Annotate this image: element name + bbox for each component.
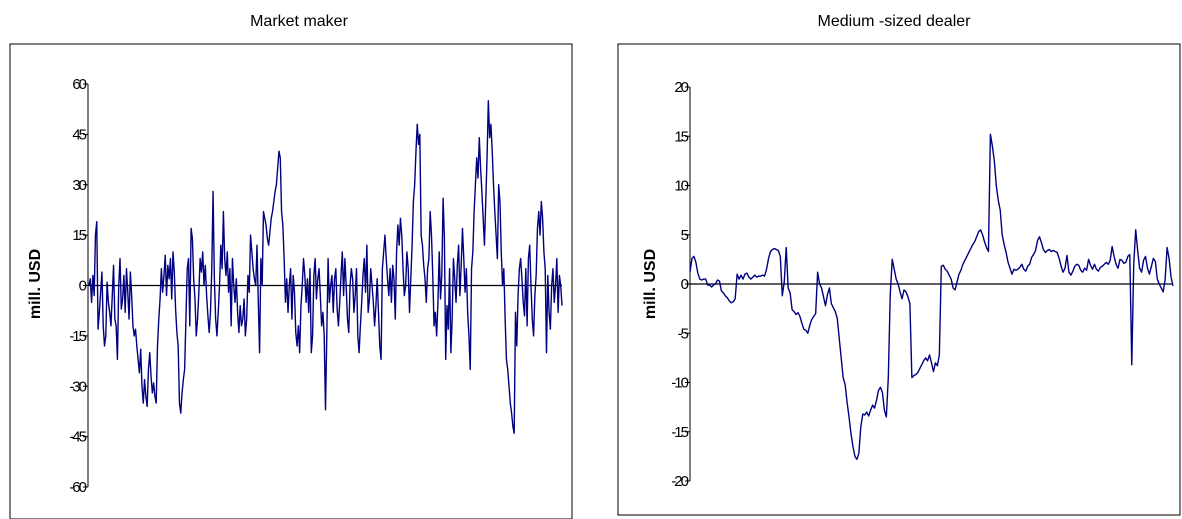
y-tick-label: 15 [674, 128, 688, 145]
y-tick-label: 0 [79, 278, 87, 295]
y-tick-label: -10 [671, 375, 688, 392]
chart-market-maker: Market maker mill. USD 60 45 30 15 0 -15 -30 -4… [9, 13, 573, 519]
y-tick-label: -20 [671, 473, 688, 490]
y-tick-label: -60 [69, 479, 86, 496]
y-tick-label: 20 [674, 79, 688, 96]
series-line [689, 133, 1174, 461]
y-axis-label: mill. USD [642, 249, 659, 319]
y-tick-label: 5 [681, 227, 689, 244]
chart-medium-sized-dealer: Medium -sized dealer mill. USD 20 15 10 5 0 -… [617, 13, 1181, 516]
y-tick-label: 0 [681, 276, 689, 293]
chart-frame [9, 43, 573, 519]
y-tick-label: -30 [69, 378, 86, 395]
y-tick-label: 10 [674, 178, 688, 195]
series-group [689, 133, 1174, 461]
chart-title: Market maker [250, 13, 348, 30]
y-axis-label: mill. USD [27, 249, 44, 319]
y-tick-label: 60 [72, 76, 86, 93]
series-group [88, 100, 563, 434]
y-axis: 60 45 30 15 0 -15 -30 -45 -60 [69, 76, 88, 496]
y-tick-label: -15 [69, 328, 86, 345]
y-tick-label: 30 [72, 177, 86, 194]
y-tick-label: -45 [69, 429, 86, 446]
chart-title: Medium -sized dealer [818, 13, 972, 30]
chart-frame [617, 43, 1181, 516]
y-tick-label: 15 [72, 227, 86, 244]
y-tick-label: -15 [671, 424, 688, 441]
y-tick-label: 45 [72, 126, 86, 143]
series-line [88, 100, 563, 434]
